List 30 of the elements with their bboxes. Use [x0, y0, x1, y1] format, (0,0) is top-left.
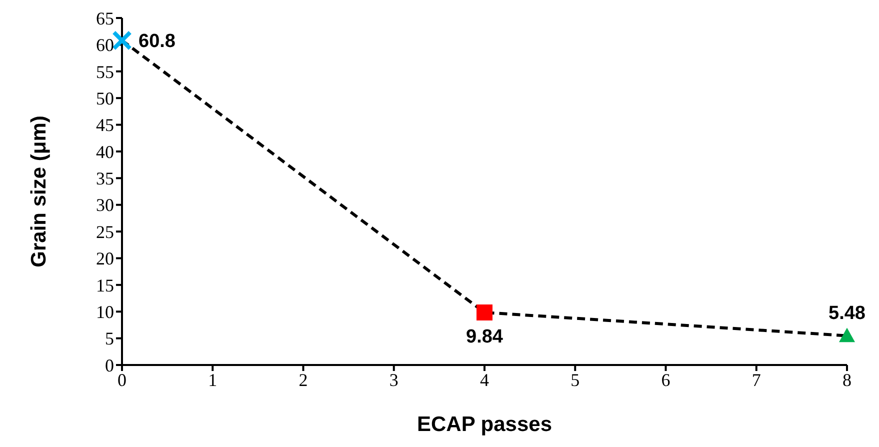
y-tick-label: 20: [96, 248, 114, 269]
x-tick-label: 0: [118, 370, 126, 390]
x-tick-label: 6: [661, 370, 670, 390]
x-tick-label: 8: [842, 370, 852, 390]
data-label: 60.8: [138, 31, 176, 52]
y-tick-label: 65: [96, 8, 114, 28]
x-tick-label: 7: [752, 370, 761, 390]
x-axis-title: ECAP passes: [416, 413, 552, 436]
point: [839, 328, 855, 342]
y-tick-label: 0: [105, 355, 114, 376]
y-tick-label: 45: [96, 115, 114, 136]
y-tick-label: 25: [96, 222, 114, 242]
y-tick-label: 40: [96, 142, 114, 162]
y-tick-label: 55: [96, 62, 114, 82]
x-tick-label: 2: [298, 370, 308, 390]
x-tick-label: 5: [570, 370, 580, 390]
data-label: 5.48: [828, 303, 866, 324]
x-tick-label: 1: [208, 370, 218, 390]
y-tick-label: 60: [96, 35, 114, 56]
x-tick-label: 3: [389, 370, 398, 390]
y-tick-label: 10: [96, 302, 114, 322]
x-tick-label: 4: [480, 370, 489, 390]
point: [476, 304, 492, 320]
y-tick-label: 35: [96, 168, 114, 189]
y-tick-label: 50: [96, 88, 114, 108]
data-label: 9.84: [466, 326, 504, 348]
y-tick-label: 15: [96, 275, 114, 296]
y-tick-label: 30: [96, 195, 114, 216]
y-tick-label: 5: [105, 328, 114, 349]
y-axis-title: Grain size (μm): [27, 116, 50, 268]
